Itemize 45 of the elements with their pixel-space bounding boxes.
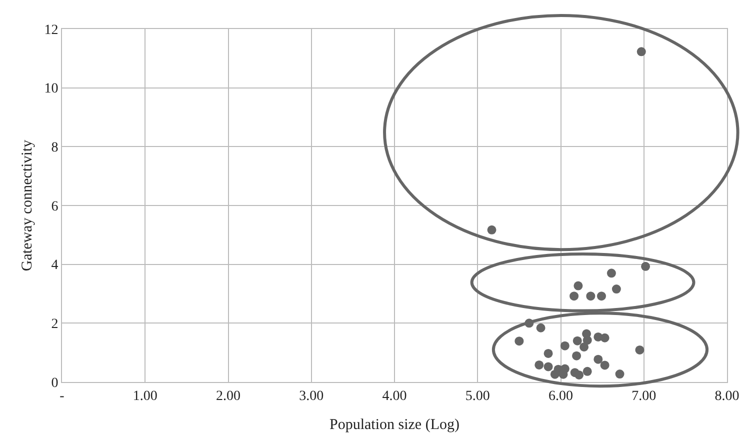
y-tick-label: 8 [51, 140, 58, 156]
point [596, 292, 606, 301]
point [514, 336, 524, 346]
point [574, 370, 584, 380]
point [560, 341, 570, 350]
y-tick-label: 2 [51, 317, 58, 332]
x-tick-label: 5.00 [465, 388, 490, 404]
x-tick-label: - [60, 388, 65, 404]
point [594, 354, 603, 364]
point [635, 345, 644, 354]
x-tick-label: 8.00 [714, 388, 740, 404]
point [636, 47, 646, 56]
x-tick-label: 4.00 [382, 388, 407, 404]
y-axis-title: Gateway connectivity [19, 139, 36, 272]
x-tick-label: 6.00 [548, 388, 573, 404]
point [572, 336, 582, 346]
point [586, 292, 596, 301]
x-tick-label: 3.00 [299, 388, 324, 404]
x-tick-label: 1.00 [132, 388, 158, 404]
point [580, 342, 589, 352]
x-tick-label: 7.00 [632, 388, 656, 404]
point [615, 370, 624, 379]
point [572, 351, 582, 360]
y-tick-label: 12 [44, 22, 58, 38]
point [582, 366, 592, 376]
x-axis-title: Population size (Log) [330, 416, 460, 433]
point [641, 262, 650, 271]
point [536, 323, 546, 332]
y-tick-label: 6 [51, 199, 58, 214]
y-tick-label: 10 [44, 82, 58, 97]
point [534, 360, 544, 370]
point [544, 362, 553, 372]
point [612, 284, 621, 294]
y-tick-label: 0 [51, 376, 58, 391]
point [600, 360, 610, 370]
y-tick-label: 4 [51, 258, 58, 274]
point [487, 225, 496, 234]
point [606, 268, 616, 278]
x-tick-label: 2.00 [216, 388, 240, 404]
point [550, 370, 560, 379]
point [574, 281, 583, 290]
point [570, 292, 579, 301]
point [600, 333, 610, 342]
point [544, 348, 553, 358]
point [582, 336, 592, 345]
